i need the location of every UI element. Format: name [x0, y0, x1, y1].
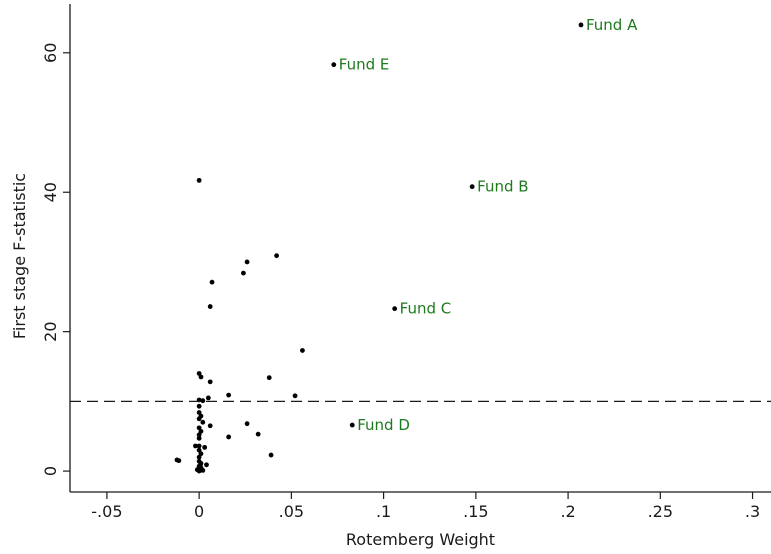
data-point: [196, 403, 202, 409]
data-point: [200, 467, 206, 473]
data-point: [204, 462, 209, 468]
point-label: Fund A: [586, 16, 638, 34]
labeled-data-point: [578, 22, 584, 28]
axes-layer: -.05 0 .05 .1 .15 .2 .25 .3 0 20 40 60: [41, 4, 771, 521]
data-point: [196, 432, 202, 438]
data-point: [244, 259, 250, 265]
data-point: [207, 304, 213, 309]
x-tick-label: 0: [194, 502, 204, 521]
x-tick-label: .1: [376, 502, 391, 521]
labeled-data-point: [331, 62, 337, 68]
data-point: [202, 444, 208, 450]
labeled-data-point: [392, 306, 398, 312]
data-point: [200, 419, 206, 425]
data-point: [207, 379, 213, 385]
data-point: [255, 431, 261, 437]
data-point: [196, 435, 202, 441]
data-point: [196, 454, 202, 460]
data-point: [196, 468, 202, 474]
data-point: [207, 423, 213, 429]
labeled-data-point: [349, 422, 355, 428]
x-tick-label: .15: [463, 502, 488, 521]
data-point: [300, 348, 305, 353]
data-point: [205, 395, 211, 401]
x-tick-label: .3: [745, 502, 760, 521]
y-tick-label: 20: [41, 321, 60, 341]
point-label: Fund E: [339, 56, 390, 74]
data-point: [244, 421, 250, 427]
labeled-data-point: [469, 184, 475, 190]
data-point: [292, 393, 298, 399]
y-tick-label: 40: [41, 182, 60, 202]
data-point: [196, 443, 202, 449]
data-point: [198, 374, 204, 380]
point-label: Fund D: [357, 416, 410, 434]
points-layer: [174, 22, 584, 474]
y-axis-title: First stage F-statistic: [10, 173, 29, 339]
x-tick-label: .25: [648, 502, 673, 521]
y-tick-label: 0: [41, 466, 60, 476]
data-point: [176, 458, 182, 464]
data-point: [193, 443, 198, 449]
data-point: [209, 279, 215, 285]
x-tick-label: .05: [279, 502, 304, 521]
data-point: [268, 452, 274, 458]
data-point: [241, 270, 246, 276]
data-point: [196, 177, 202, 183]
x-axis-title: Rotemberg Weight: [346, 530, 495, 549]
data-point: [200, 398, 206, 404]
annotation-layer: Fund A Fund E Fund B Fund C Fund D: [339, 16, 638, 434]
data-point: [226, 392, 232, 398]
data-point: [266, 375, 272, 381]
x-tick-label: .2: [560, 502, 575, 521]
point-label: Fund B: [477, 178, 528, 196]
x-tick-label: -.05: [91, 502, 122, 521]
y-tick-label: 60: [41, 43, 60, 63]
point-label: Fund C: [400, 300, 452, 318]
data-point: [226, 434, 232, 440]
data-point: [274, 253, 280, 259]
data-point: [196, 416, 202, 422]
